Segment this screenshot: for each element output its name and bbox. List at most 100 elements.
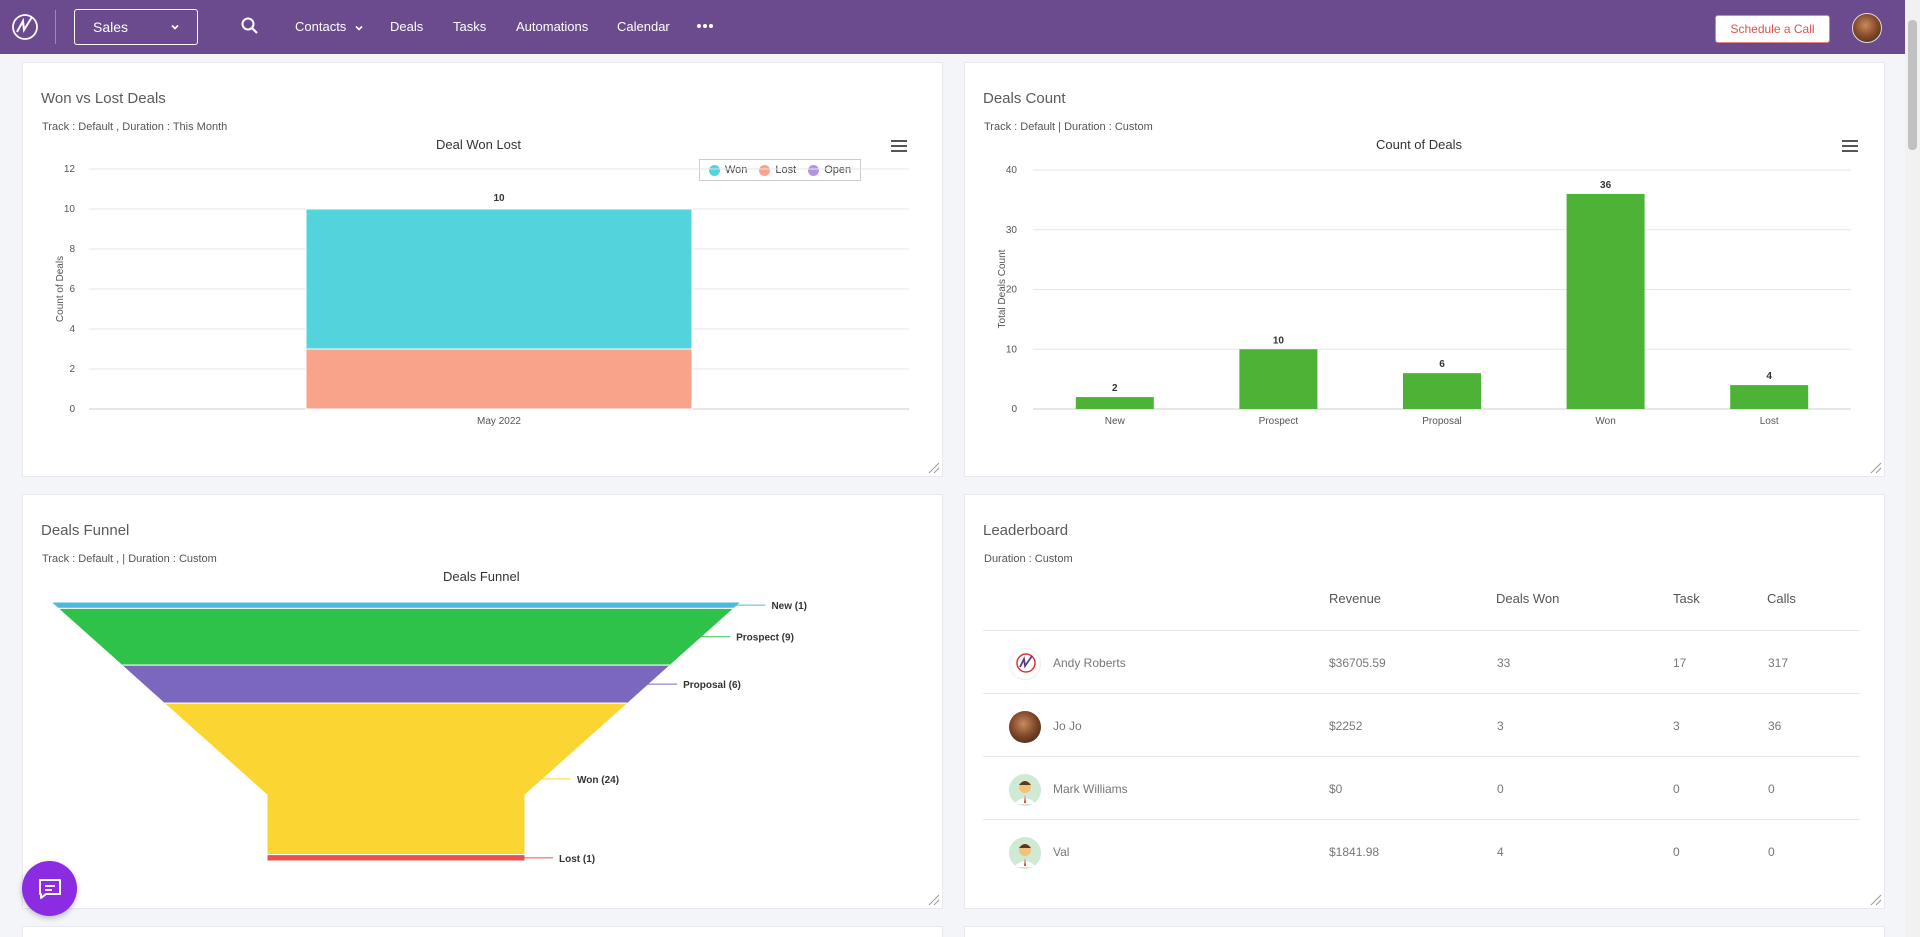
y-tick-label: 0 [69, 404, 75, 415]
table-row[interactable]: Andy Roberts $36705.59 33 17 317 [983, 630, 1860, 693]
won-lost-title: Won vs Lost Deals [41, 90, 166, 107]
legend-open[interactable]: Open [808, 164, 851, 176]
lb-col-task[interactable]: Task [1673, 591, 1700, 606]
chat-icon [38, 878, 61, 899]
next-card-right [964, 926, 1885, 937]
funnel-segment [49, 601, 743, 609]
y-tick-label: 2 [69, 364, 75, 375]
user-avatar-icon [1014, 781, 1036, 804]
x-tick-label: May 2022 [477, 416, 521, 427]
lb-calls: 0 [1768, 845, 1775, 859]
y-tick-label: 0 [1011, 404, 1017, 415]
bar [1403, 373, 1481, 409]
lb-name: Jo Jo [1053, 719, 1082, 733]
lb-revenue: $36705.59 [1329, 656, 1386, 670]
deals-funnel-title: Deals Funnel [41, 522, 130, 539]
funnel-label: New (1) [771, 601, 807, 612]
table-row[interactable]: Mark Williams $0 0 0 0 [983, 756, 1860, 819]
lb-col-revenue[interactable]: Revenue [1329, 591, 1382, 606]
pipeline-select[interactable]: Sales [74, 9, 198, 45]
y-tick-label: 12 [64, 164, 76, 175]
chat-widget-button[interactable] [22, 861, 77, 916]
resize-grip-icon[interactable] [1868, 460, 1882, 474]
funnel-label: Prospect (9) [736, 633, 794, 644]
lb-task: 0 [1673, 845, 1680, 859]
top-navbar: Sales Contacts Deals Tasks Automations C… [0, 0, 1905, 54]
app-logo-icon[interactable] [10, 12, 40, 42]
resize-grip-icon[interactable] [926, 460, 940, 474]
legend-won[interactable]: Won [709, 164, 747, 176]
search-icon[interactable] [240, 16, 260, 36]
table-row[interactable]: Jo Jo $2252 3 3 36 [983, 693, 1860, 756]
lb-task: 17 [1673, 656, 1687, 670]
y-tick-label: 4 [69, 324, 75, 335]
lb-name: Mark Williams [1053, 782, 1128, 796]
nav-calendar[interactable]: Calendar [617, 19, 670, 34]
x-tick-label: New [1105, 416, 1126, 427]
resize-grip-icon[interactable] [926, 892, 940, 906]
nav-automations[interactable]: Automations [516, 19, 589, 34]
user-avatar[interactable] [1852, 13, 1882, 43]
leaderboard-subtitle: Duration : Custom [984, 553, 1073, 565]
bar-data-label: 2 [1112, 383, 1118, 394]
bar [1566, 193, 1645, 409]
avatar [1009, 711, 1041, 743]
lb-col-calls[interactable]: Calls [1767, 591, 1796, 606]
lb-deals-won: 3 [1497, 719, 1504, 733]
funnel-label: Won (24) [577, 775, 619, 786]
bar-data-label: 36 [1600, 180, 1612, 191]
nav-contacts[interactable]: Contacts [295, 19, 364, 34]
bar-won [305, 208, 693, 350]
logo-divider [55, 10, 56, 44]
page-scrollbar[interactable] [1905, 0, 1920, 937]
won-lost-card: Won vs Lost Deals Track : Default , Dura… [22, 62, 943, 477]
nav-deals[interactable]: Deals [390, 19, 424, 34]
more-dots-icon[interactable] [696, 16, 714, 36]
nav-contacts-label: Contacts [295, 19, 347, 34]
lb-deals-won: 0 [1497, 782, 1504, 796]
schedule-call-button[interactable]: Schedule a Call [1715, 15, 1830, 43]
resize-grip-icon[interactable] [1868, 892, 1882, 906]
deals-count-title: Deals Count [983, 90, 1066, 107]
funnel-segment [56, 607, 736, 666]
chevron-down-icon [355, 25, 363, 31]
y-tick-label: 20 [1006, 285, 1018, 296]
chevron-down-icon [171, 24, 179, 30]
scrollbar-thumb[interactable] [1908, 20, 1917, 150]
deals-count-chart: 0 10 20 30 40 Total Deals Count 2 New 10 Prospect… [997, 165, 1851, 427]
nav-tasks[interactable]: Tasks [453, 19, 487, 34]
lb-task: 0 [1673, 782, 1680, 796]
y-axis-label: Total Deals Count [997, 249, 1008, 328]
legend-lost[interactable]: Lost [759, 164, 796, 176]
leaderboard-title: Leaderboard [983, 522, 1069, 539]
y-tick-label: 8 [69, 244, 75, 255]
lb-name: Andy Roberts [1053, 656, 1126, 670]
lb-col-deals-won[interactable]: Deals Won [1496, 591, 1560, 606]
next-card-left [22, 926, 943, 937]
lb-calls: 0 [1768, 782, 1775, 796]
pipeline-select-value: Sales [93, 19, 129, 35]
user-avatar-icon [1014, 844, 1036, 867]
bar-lost [305, 348, 693, 410]
x-tick-label: Lost [1760, 416, 1779, 427]
lb-task: 3 [1673, 719, 1680, 733]
company-logo-icon [1016, 653, 1036, 673]
lb-deals-won: 4 [1497, 845, 1504, 859]
x-tick-label: Prospect [1259, 416, 1299, 427]
lb-revenue: $2252 [1329, 719, 1363, 733]
won-lost-chart-title: Deal Won Lost [436, 137, 522, 152]
bar-data-label: 6 [1439, 359, 1445, 370]
legend-lost-swatch [759, 164, 771, 176]
bar-total-label: 10 [493, 193, 505, 204]
y-tick-label: 10 [1006, 344, 1018, 355]
lb-name: Val [1053, 845, 1070, 859]
x-tick-label: Proposal [1422, 416, 1461, 427]
won-lost-subtitle: Track : Default , Duration : This Month [42, 121, 228, 133]
legend-won-swatch [709, 164, 720, 176]
bar-data-label: 10 [1273, 335, 1285, 346]
chart-menu-icon[interactable] [890, 139, 908, 153]
table-row[interactable]: Val $1841.98 4 0 0 [983, 819, 1860, 882]
chart-menu-icon[interactable] [1841, 139, 1859, 153]
deals-funnel-subtitle: Track : Default , | Duration : Custom [42, 553, 217, 565]
funnel-segment [120, 664, 672, 704]
